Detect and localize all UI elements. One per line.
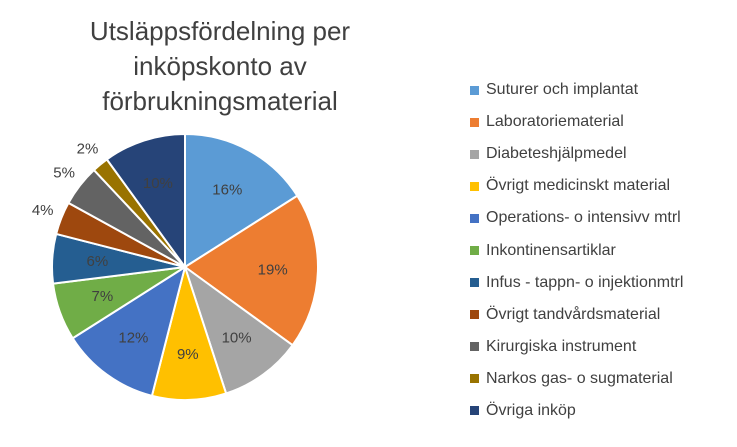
legend-label: Narkos gas- o sugmaterial	[486, 369, 673, 387]
legend-label: Övrigt medicinskt material	[486, 177, 671, 195]
legend-label: Inkontinensartiklar	[486, 241, 616, 259]
legend-entry: Infus - tappn- o injektionmtrl	[470, 267, 683, 299]
legend-swatch	[470, 246, 479, 256]
data-label: 2%	[77, 141, 99, 158]
legend-entry: Suturer och implantat	[470, 74, 683, 106]
legend-swatch	[470, 406, 479, 416]
legend-swatch	[470, 342, 479, 352]
legend-label: Övriga inköp	[486, 401, 576, 419]
legend-label: Laboratoriematerial	[486, 113, 624, 131]
legend-swatch	[470, 85, 479, 95]
legend-label: Infus - tappn- o injektionmtrl	[486, 273, 684, 291]
pie-slice	[184, 132, 299, 269]
legend-label: Diabeteshjälpmedel	[486, 145, 627, 163]
legend-swatch	[470, 181, 479, 191]
pie-slice	[183, 264, 294, 395]
data-label: 5%	[53, 165, 75, 182]
legend-label: Operations- o intensivv mtrl	[486, 209, 681, 227]
data-label: 19%	[258, 261, 288, 278]
data-label: 7%	[92, 288, 114, 305]
data-label: 4%	[32, 202, 54, 219]
legend-entry: Operations- o intensivv mtrl	[470, 202, 683, 234]
legend-label: Övrigt tandvårdsmaterial	[486, 305, 661, 323]
legend-entry: Övrigt medicinskt material	[470, 170, 683, 202]
legend-entry: Laboratoriematerial	[470, 106, 683, 138]
legend-swatch	[470, 117, 479, 127]
data-label: 10%	[222, 330, 252, 347]
legend-swatch	[470, 149, 479, 159]
legend-entry: Inkontinensartiklar	[470, 234, 683, 266]
data-label: 16%	[212, 182, 242, 199]
chart-legend: Suturer och implantat Laboratoriematerial…	[470, 74, 683, 427]
legend-entry: Övrigt tandvårdsmaterial	[470, 299, 683, 331]
data-label: 9%	[177, 346, 199, 363]
legend-label: Suturer och implantat	[486, 81, 639, 99]
legend-entry: Kirurgiska instrument	[470, 331, 683, 363]
chart-title: Utsläppsfördelning per inköpskonto av fö…	[89, 16, 351, 116]
legend-entry: Narkos gas- o sugmaterial	[470, 363, 683, 395]
pie-slice	[183, 194, 320, 347]
data-label: 6%	[87, 253, 109, 270]
legend-swatch	[470, 278, 479, 288]
data-label: 12%	[118, 330, 148, 347]
legend-label: Kirurgiska instrument	[486, 337, 637, 355]
data-label: 10%	[143, 175, 173, 192]
pie-slice	[105, 132, 186, 271]
legend-swatch	[470, 374, 479, 384]
legend-entry: Övriga inköp	[470, 395, 683, 427]
legend-swatch	[470, 310, 479, 320]
legend-entry: Diabeteshjälpmedel	[470, 138, 683, 170]
legend-swatch	[470, 213, 479, 223]
pie-slice	[71, 264, 187, 398]
